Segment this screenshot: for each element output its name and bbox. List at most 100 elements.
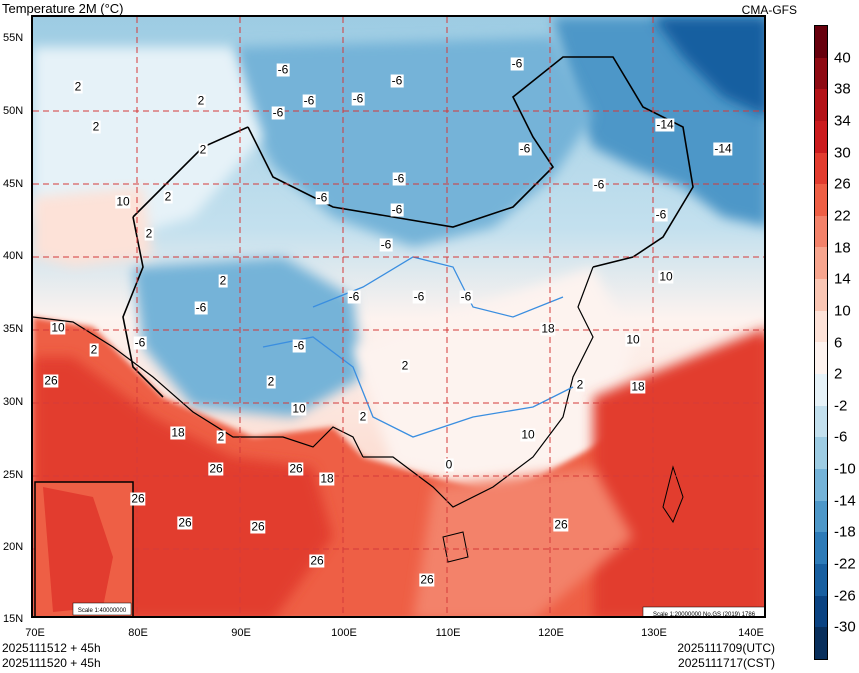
lon-label: 80E: [128, 627, 148, 639]
contour-label: -6: [390, 73, 404, 88]
contour-label: 26: [419, 572, 435, 587]
colorbar-swatch: [815, 120, 827, 153]
contour-label: -6: [276, 62, 290, 77]
contour-label: -6: [347, 289, 361, 304]
contour-label: 2: [266, 374, 276, 389]
contour-label: 2: [216, 429, 226, 444]
colorbar-label: 2: [834, 365, 843, 383]
colorbar-label: 34: [834, 112, 851, 130]
contour-label: -14: [655, 117, 675, 132]
contour-label: 2: [89, 342, 99, 357]
cold-zone-plateau: [133, 257, 363, 417]
contour-label: 10: [625, 332, 641, 347]
colorbar-swatch: [815, 500, 827, 533]
yellow-river: [312, 256, 564, 318]
taiwan-outline: [662, 465, 684, 524]
colorbar-swatch: [815, 627, 827, 659]
contour-label: 26: [43, 373, 59, 388]
colorbar-label: 10: [834, 302, 851, 320]
contour-label: 2: [358, 409, 368, 424]
contour-label: 18: [319, 471, 335, 486]
contour-label: -6: [654, 207, 668, 222]
lon-label: 120E: [538, 627, 564, 639]
valid-time-cst: 2025111717(CST): [678, 656, 775, 670]
yangtze-river: [262, 336, 574, 438]
contour-label: 2: [144, 226, 154, 241]
colorbar-swatch: [815, 26, 827, 58]
contour-label: 18: [540, 321, 556, 336]
colorbar-swatch: [815, 563, 827, 596]
colorbar-label: -6: [834, 428, 848, 446]
contour-label: -6: [133, 335, 147, 350]
colorbar-swatch: [815, 152, 827, 185]
lon-label: 110E: [435, 627, 461, 639]
contour-label: -6: [390, 202, 404, 217]
map-note-box: [642, 606, 764, 616]
colorbar-swatch: [815, 342, 827, 375]
contour-label: -6: [315, 190, 329, 205]
colorbar-swatch: [815, 184, 827, 216]
colorbar-swatch: [815, 247, 827, 280]
colorbar-label: -14: [834, 492, 856, 510]
lat-label: 45N: [3, 178, 24, 190]
contour-label: 26: [288, 461, 304, 476]
chart-title: Temperature 2M (°C): [2, 1, 124, 16]
colorbar-label: -26: [834, 587, 856, 605]
lat-label: 20N: [3, 541, 24, 553]
contour-label: 10: [520, 427, 536, 442]
inset-scale-text: Scale 1:40000000: [78, 608, 127, 614]
colorbar-label: 26: [834, 175, 851, 193]
contour-label: 10: [115, 194, 131, 209]
contour-label: 0: [444, 457, 454, 472]
warm-zone-scs: [413, 467, 633, 616]
contour-label: 2: [163, 189, 173, 204]
colorbar-swatch: [815, 215, 827, 248]
contour-label: 2: [575, 377, 585, 392]
contour-label: -6: [271, 105, 285, 120]
coastline-east: [363, 266, 594, 508]
contour-label: -6: [194, 300, 208, 315]
temperature-map: Scale 1:40000000 Scale 1:20000000 No.GS …: [33, 17, 764, 618]
lon-label: 90E: [231, 627, 251, 639]
colorbar-swatch: [815, 279, 827, 311]
contour-label: 2: [400, 358, 410, 373]
contour-label: 10: [658, 269, 674, 284]
colorbar-swatch: [815, 374, 827, 406]
inset-scale-box: [72, 602, 132, 616]
contour-label: 18: [170, 425, 186, 440]
lon-label: 130E: [641, 627, 667, 639]
lat-label: 35N: [3, 323, 24, 335]
contour-label: 2: [73, 79, 83, 94]
contour-label: -14: [713, 141, 733, 156]
lon-label: 140E: [738, 627, 764, 639]
contour-label: -6: [510, 56, 524, 71]
inset-sea: [43, 487, 113, 612]
coastline-himalaya: [33, 316, 364, 458]
contour-label: 2: [198, 142, 208, 157]
colorbar-label: 14: [834, 270, 851, 288]
very-cold-zone: [653, 17, 764, 116]
colorbar: [814, 25, 828, 660]
contour-label: 10: [50, 320, 66, 335]
lat-lon-grid: [33, 17, 764, 616]
lat-label: 30N: [3, 396, 24, 408]
contour-label: 2: [218, 273, 228, 288]
map-note-text: Scale 1:20000000 No.GS (2019) 1786: [653, 612, 756, 618]
contour-label: -6: [351, 91, 365, 106]
lat-label: 25N: [3, 469, 24, 481]
colorbar-swatch: [815, 437, 827, 469]
contour-label: -6: [412, 289, 426, 304]
hainan-outline: [442, 531, 469, 563]
border-west: [122, 216, 164, 398]
hot-zone-ocean: [593, 328, 764, 616]
contour-label: -6: [592, 177, 606, 192]
contour-label: 18: [630, 379, 646, 394]
colorbar-label: 38: [834, 80, 851, 98]
contour-label: 26: [309, 553, 325, 568]
colorbar-swatch: [815, 310, 827, 343]
map-frame: Scale 1:40000000 Scale 1:20000000 No.GS …: [31, 15, 766, 618]
colorbar-label: -2: [834, 397, 848, 415]
lat-label: 15N: [3, 613, 24, 625]
contour-label: -6: [379, 237, 393, 252]
valid-time-utc: 2025111709(UTC): [677, 641, 775, 655]
